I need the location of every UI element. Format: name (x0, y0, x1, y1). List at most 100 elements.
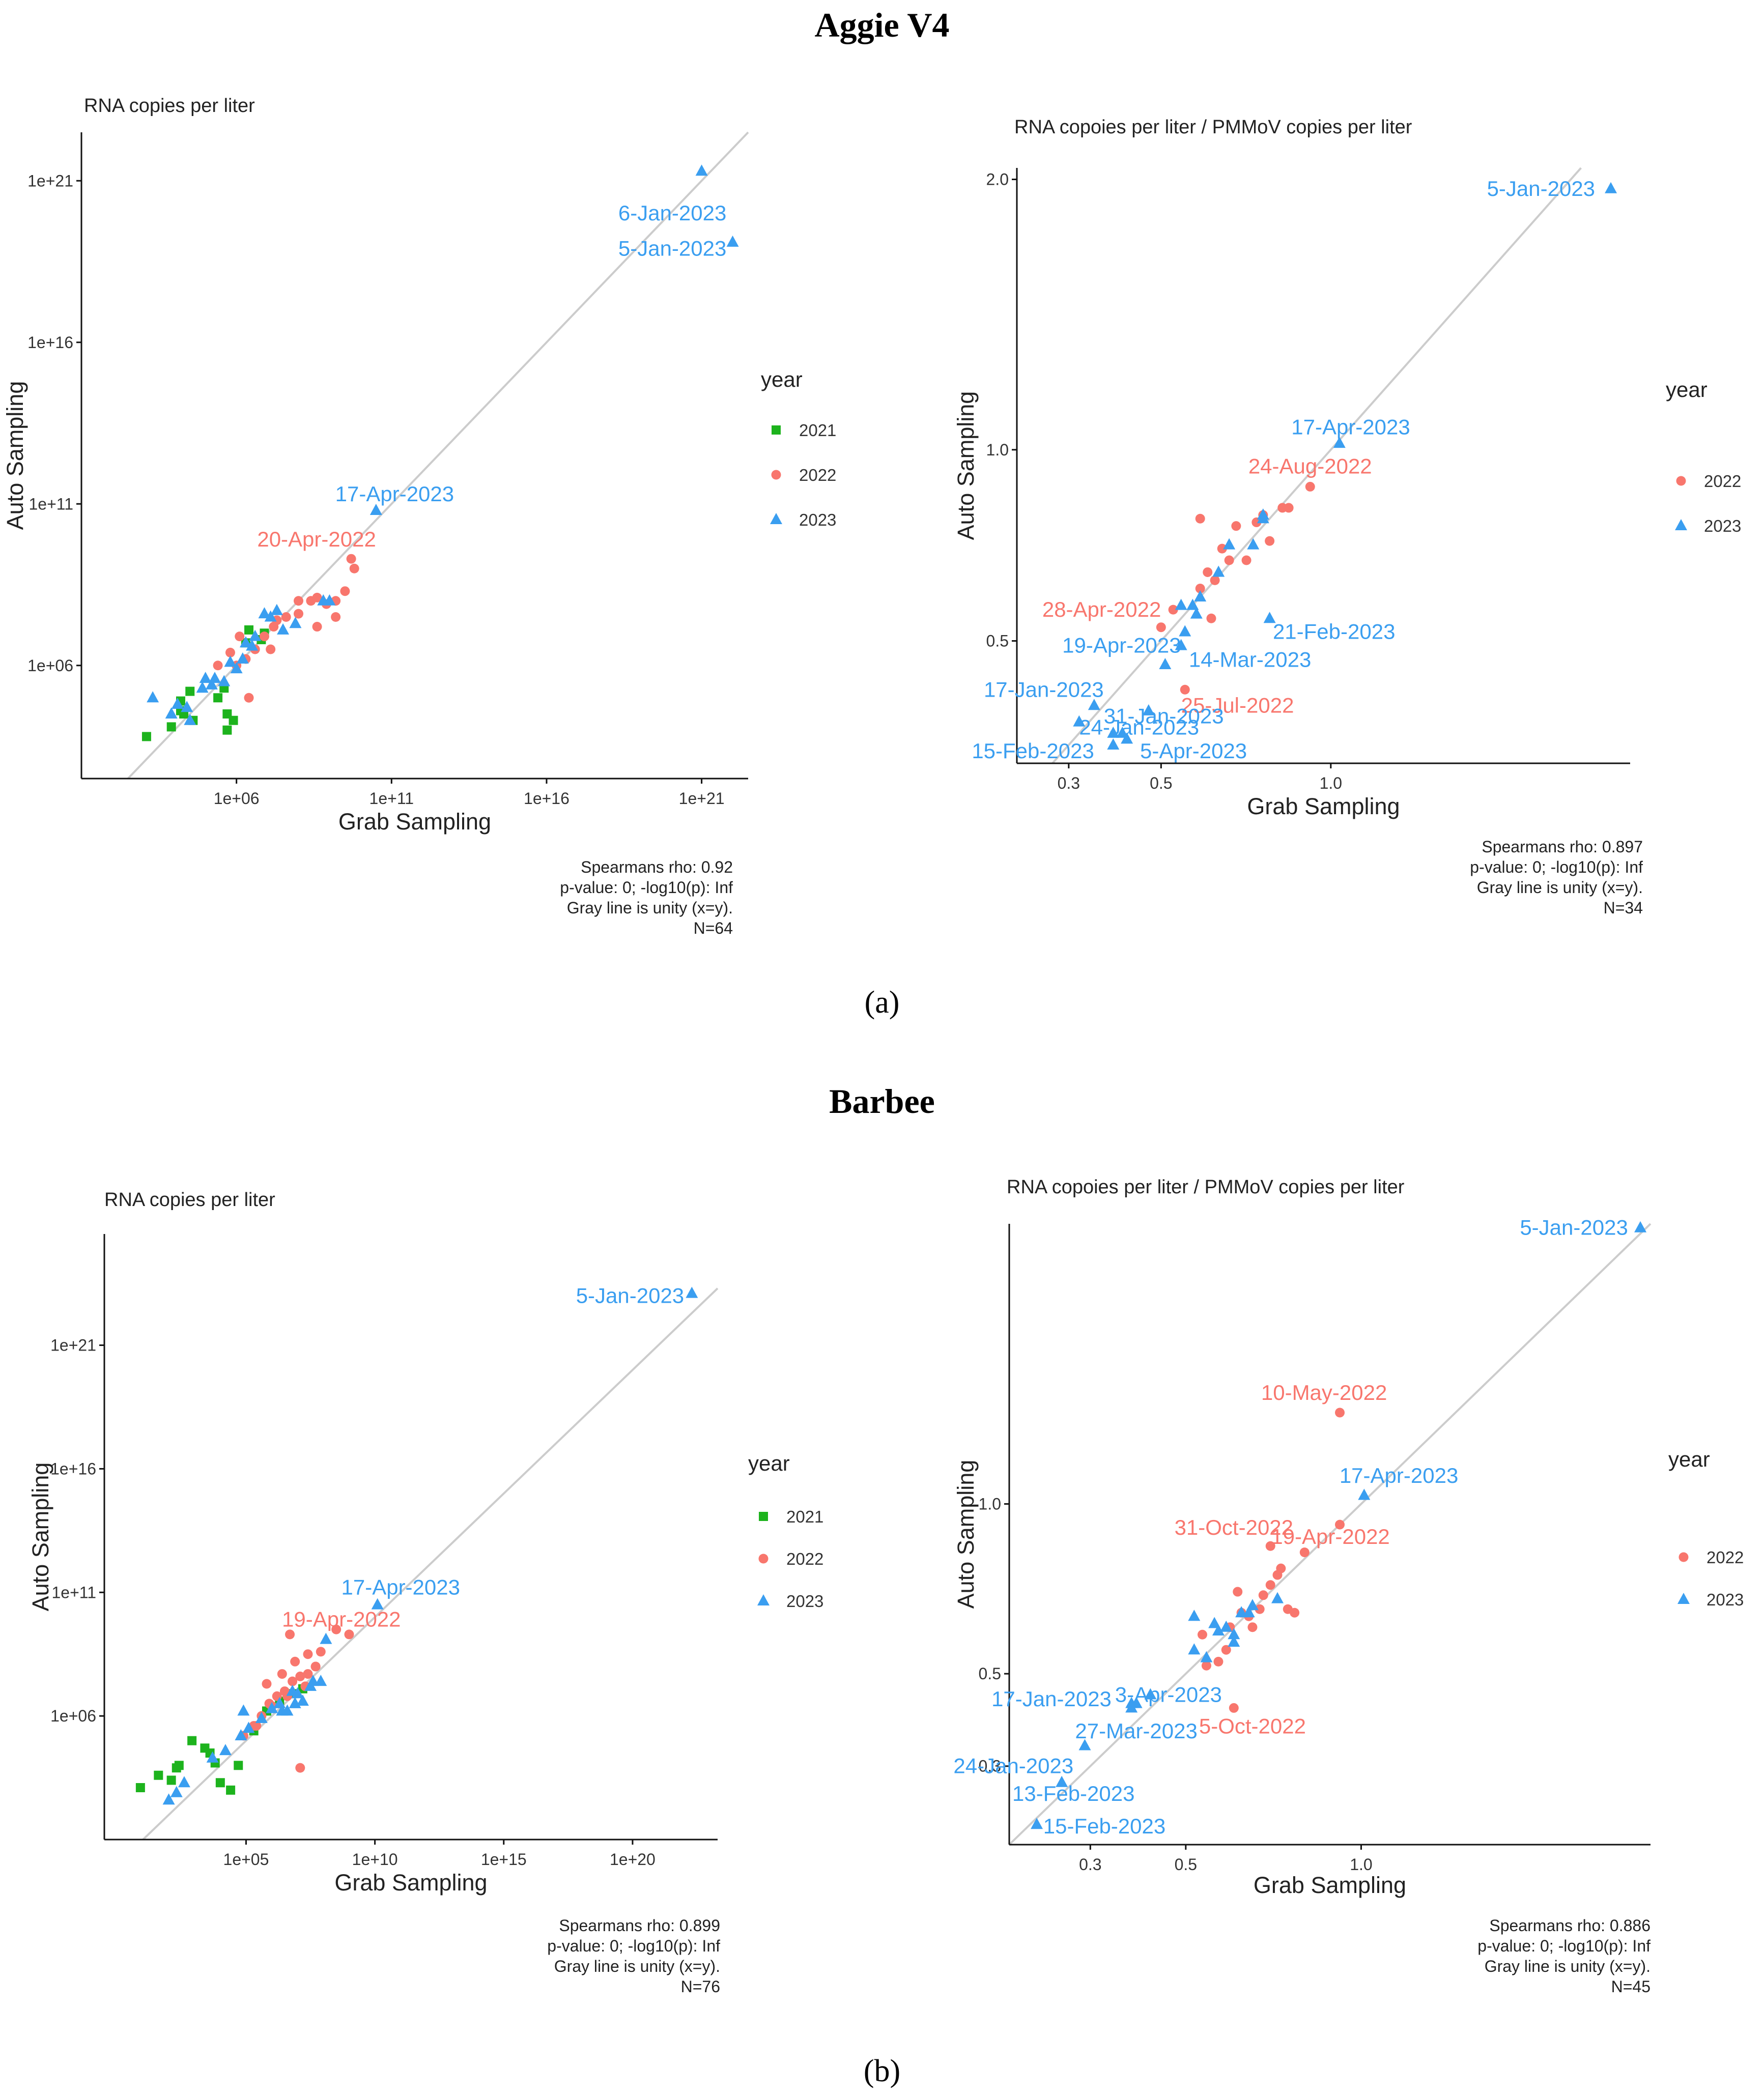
point-2023 (1159, 658, 1172, 670)
x-tick-label: 1e+21 (679, 789, 725, 808)
label-31-jan-2023: 31-Jan-2023 (1104, 704, 1224, 728)
chart-barbee-pmmov-ratio: 0.3 0.5 1.0 0.3 0.5 1.0 RNA copoies per liter … (953, 1176, 1744, 1996)
y-tick-label: 1e+16 (50, 1459, 96, 1478)
point-2023 (296, 1695, 309, 1706)
unity-line (1008, 1223, 1652, 1846)
x-axis-label: Grab Sampling (334, 1870, 487, 1896)
label-17-apr-2023: 17-Apr-2023 (1291, 415, 1410, 439)
point-2023 (171, 697, 184, 709)
x-tick-label: 1.0 (1320, 774, 1342, 792)
point-2022 (262, 1679, 272, 1689)
x-tick-label: 0.3 (1079, 1855, 1101, 1874)
point-2022 (225, 647, 235, 657)
stat-line: Spearmans rho: 0.899 (559, 1916, 720, 1935)
point-2021 (226, 1785, 236, 1795)
point-2022 (244, 693, 254, 703)
series-2022 (213, 554, 359, 703)
label-20-apr-2022: 20-Apr-2022 (257, 527, 376, 551)
point-2022 (1213, 1656, 1224, 1667)
point-2023 (695, 164, 708, 176)
point-2022 (1265, 1580, 1275, 1590)
point-2022 (1197, 1629, 1207, 1640)
chart-aggie-rna-copies: 1e+06 1e+11 1e+16 1e+21 1e+06 1e+11 1e+16 1e+21… (2, 95, 836, 937)
legend-key-2021 (772, 425, 781, 435)
series-2023 (1073, 182, 1617, 750)
point-2022 (294, 596, 304, 606)
point-2022 (295, 1763, 305, 1773)
label-5-oct-2022: 5-Oct-2022 (1199, 1714, 1306, 1738)
series-2023 (162, 1286, 698, 1805)
y-tick-label: 1e+06 (27, 656, 73, 675)
legend-label-2023: 2023 (799, 510, 836, 529)
point-2022 (288, 1676, 298, 1686)
point-2023 (230, 662, 243, 674)
point-2022 (266, 644, 276, 654)
point-2022 (1229, 1703, 1239, 1713)
point-2022 (213, 661, 223, 671)
point-2023 (1188, 1643, 1201, 1655)
point-2023 (266, 1702, 278, 1713)
legend-key-2022 (758, 1554, 769, 1564)
point-2023 (165, 707, 178, 719)
point-2023 (1358, 1488, 1371, 1500)
point-2022 (1201, 1660, 1211, 1671)
label-19-apr-2022: 19-Apr-2022 (1271, 1525, 1389, 1548)
point-2023 (307, 1675, 320, 1686)
x-axis-label: Grab Sampling (1247, 793, 1400, 819)
point-2022 (1231, 521, 1241, 531)
point-2023 (1223, 538, 1236, 550)
point-2023 (1190, 607, 1203, 619)
point-2022 (316, 1647, 326, 1657)
plot-title: RNA copies per liter (84, 95, 255, 117)
legend-title: year (761, 367, 803, 391)
point-2023 (320, 1632, 332, 1644)
point-2022 (1241, 555, 1251, 565)
chart-barbee-rna-copies: 1e+05 1e+10 1e+15 1e+20 1e+06 1e+11 1e+16 1e+21… (27, 1189, 823, 1996)
chart-aggie-pmmov-ratio: 0.3 0.5 1.0 0.5 1.0 2.0 RNA copoies per liter … (953, 117, 1741, 917)
label-5-apr-2023: 5-Apr-2023 (1140, 739, 1247, 763)
legend-title: year (1666, 378, 1708, 401)
point-2022 (303, 1649, 313, 1659)
panel-label-b: (b) (863, 2054, 901, 2088)
point-2023 (1188, 1610, 1201, 1621)
y-axis-label: Auto Sampling (27, 1462, 53, 1612)
point-2023 (1125, 1701, 1138, 1713)
legend-label-2022: 2022 (1704, 472, 1741, 491)
point-2022 (290, 1656, 300, 1667)
point-2021 (154, 1770, 163, 1780)
x-tick-label: 0.3 (1058, 774, 1080, 792)
legend-key-2022 (1678, 1552, 1689, 1562)
stat-line: Gray line is unity (x=y). (554, 1957, 720, 1975)
point-2021 (187, 1736, 197, 1745)
point-2023 (1121, 732, 1133, 744)
point-2023 (371, 1598, 384, 1610)
point-2023 (206, 1751, 219, 1763)
point-2023 (224, 655, 237, 667)
series-2022 (1156, 481, 1315, 695)
point-2022 (349, 563, 359, 573)
legend-label-2021: 2021 (799, 421, 836, 440)
label-17-jan-2023: 17-Jan-2023 (984, 677, 1104, 701)
point-2022 (1217, 543, 1227, 554)
stat-line: Gray line is unity (x=y). (1485, 1957, 1651, 1975)
point-2022 (277, 1669, 287, 1679)
point-2022 (281, 612, 291, 622)
point-2022 (310, 1661, 321, 1672)
series-2023 (147, 164, 739, 725)
label-5-jan-2023: 5-Jan-2023 (618, 237, 726, 261)
point-2022 (1195, 584, 1205, 594)
point-2022 (1305, 481, 1315, 492)
point-2023 (276, 1704, 289, 1716)
stat-line: p-value: 0; -log10(p): Inf (1470, 858, 1643, 876)
point-2023 (1246, 1599, 1259, 1611)
point-2022 (1195, 513, 1205, 524)
point-2023 (1107, 738, 1120, 750)
series-2022 (1197, 1408, 1345, 1713)
point-2022 (1335, 1519, 1345, 1530)
point-2023 (1247, 538, 1260, 550)
point-2022 (1203, 567, 1213, 577)
point-2021 (234, 1761, 243, 1770)
y-tick-label: 0.5 (986, 632, 1009, 650)
point-2023 (1212, 1624, 1225, 1635)
point-2022 (295, 1671, 305, 1681)
